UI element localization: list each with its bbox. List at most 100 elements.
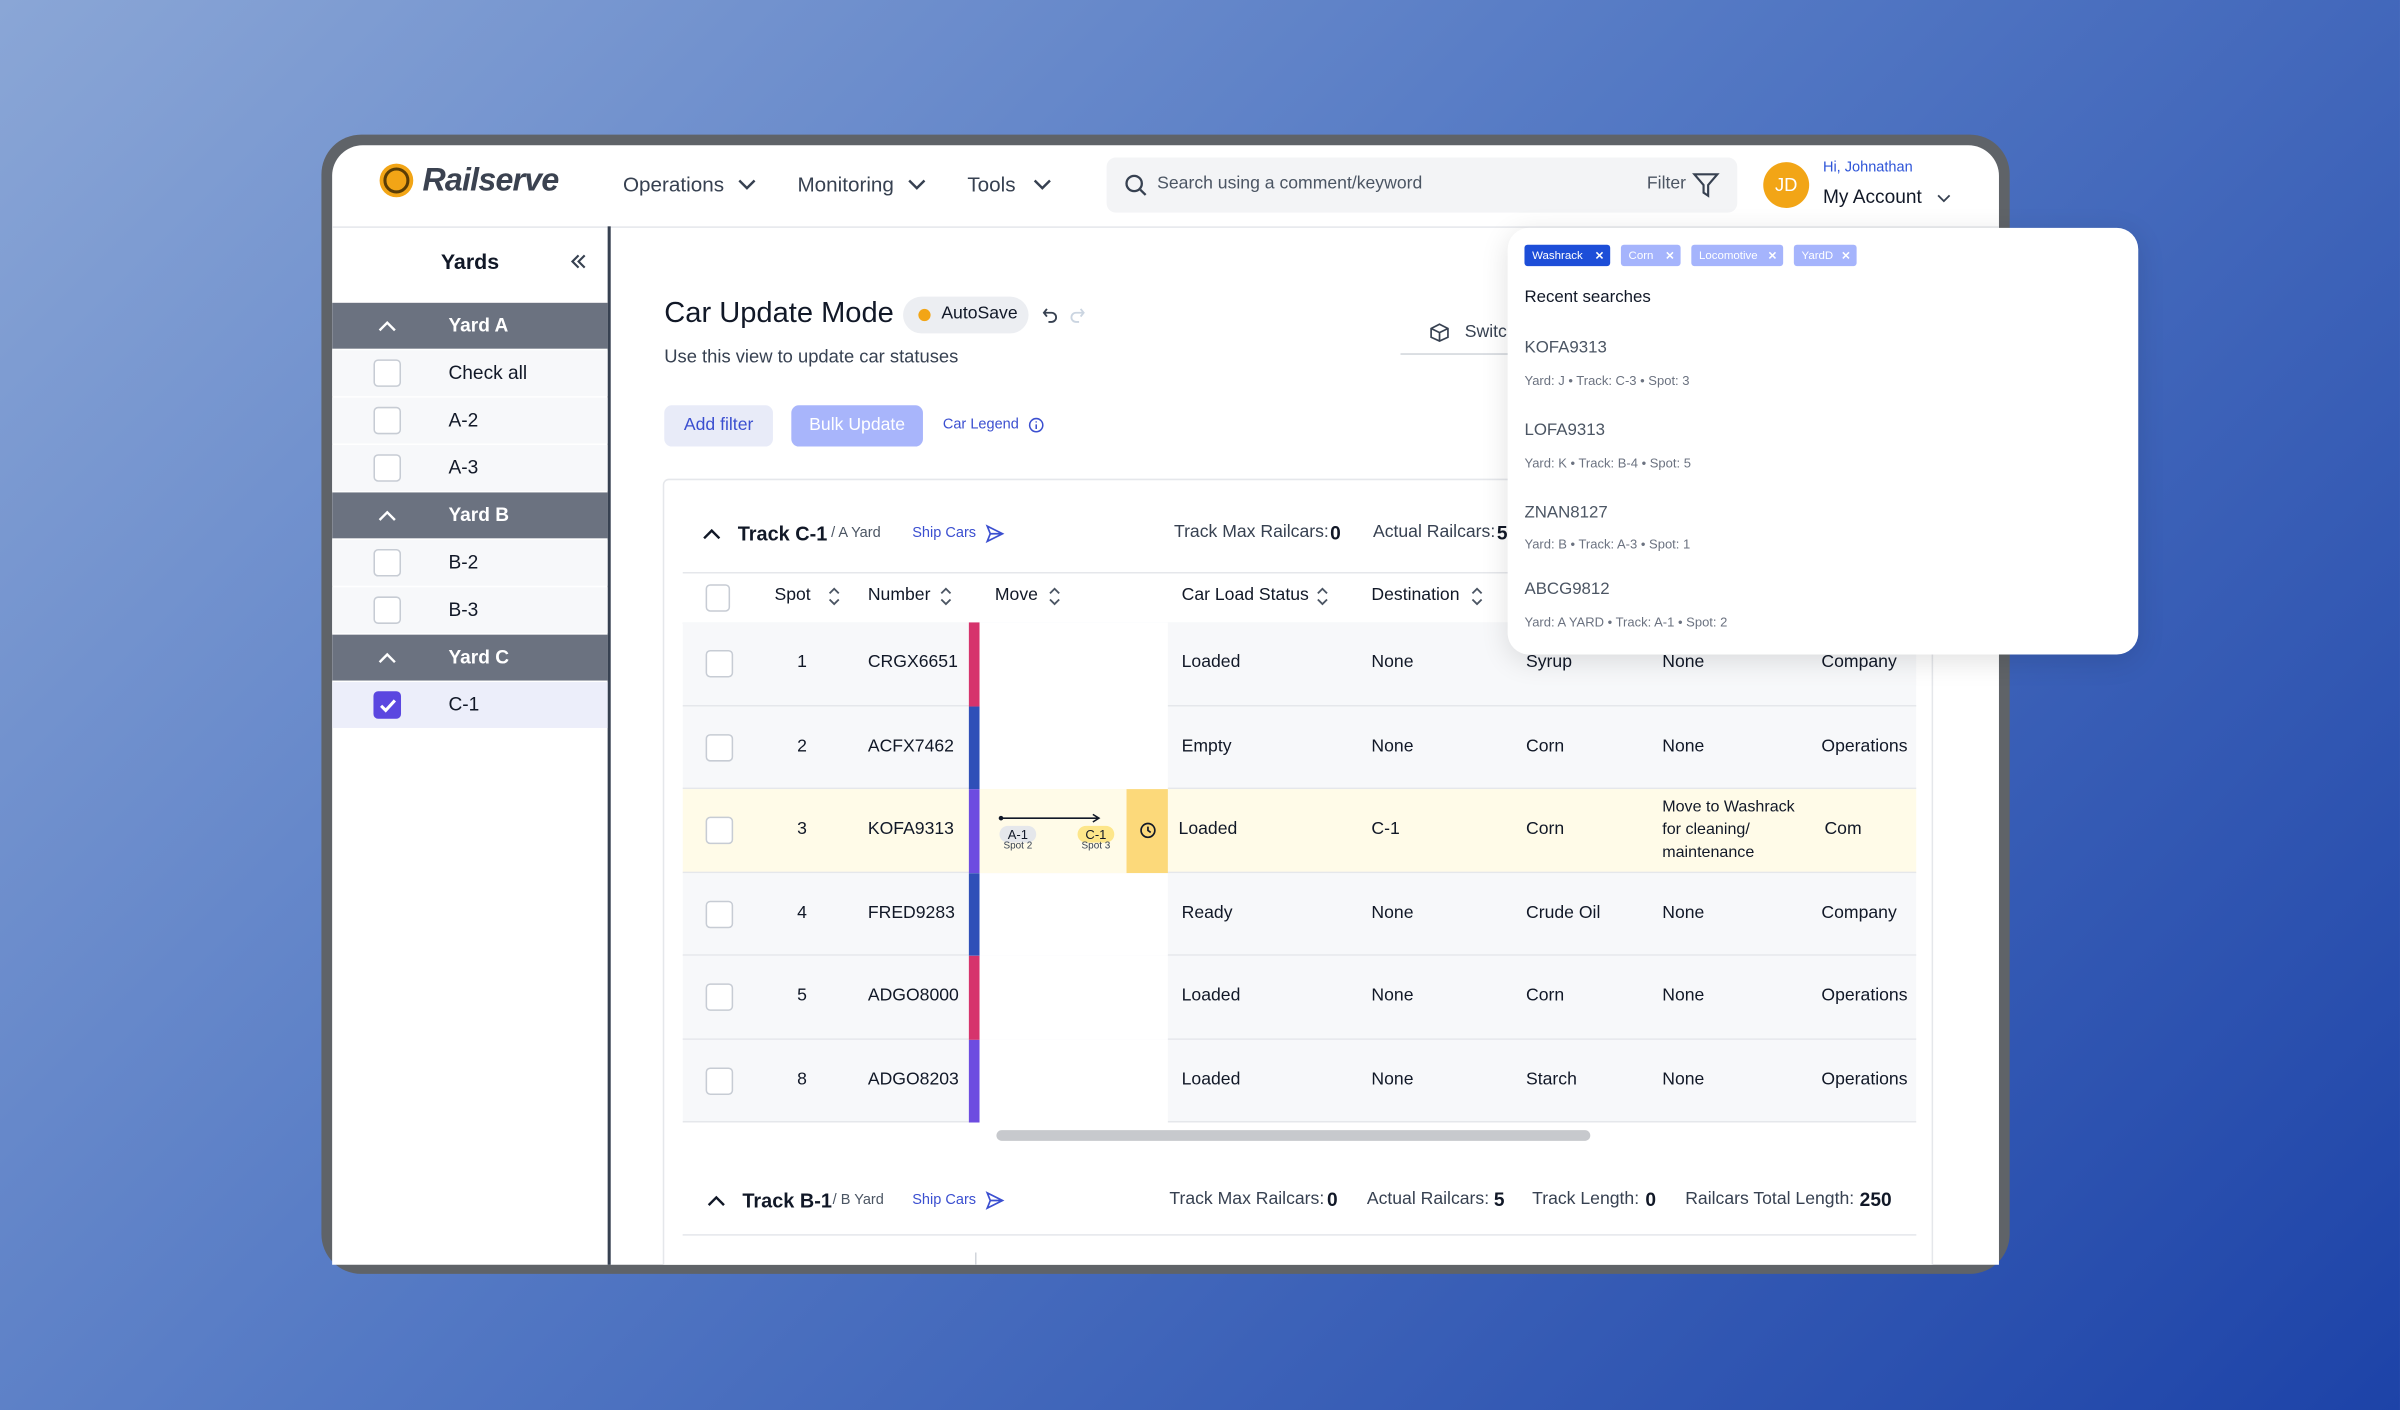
yard-item[interactable]: C-1	[332, 682, 608, 728]
nav-item[interactable]: Operations	[622, 173, 725, 197]
filter-label[interactable]: Filter	[1646, 174, 1687, 194]
sort-icon[interactable]	[828, 587, 840, 606]
cell-note: None	[1662, 653, 1705, 673]
checkbox[interactable]	[373, 359, 402, 387]
sort-icon[interactable]	[1316, 587, 1328, 606]
tag-remove[interactable]	[1768, 251, 1777, 260]
recent-search-item[interactable]: ZNAN8127 Yard: B • Track: A-3 • Spot: 1	[1508, 492, 2139, 562]
switch-tab[interactable]: Switc	[1464, 323, 1507, 342]
collapse-icon[interactable]	[378, 320, 396, 332]
dropdown-chevron[interactable]	[738, 179, 756, 191]
account-menu[interactable]: My Account	[1822, 186, 1922, 208]
send-icon[interactable]	[985, 524, 1005, 544]
track-name: Track C-1	[737, 522, 828, 546]
cell-destination: C-1	[1371, 820, 1400, 839]
move-from-pill: A-1	[999, 825, 1037, 843]
search-placeholder: Search using a comment/keyword	[1157, 174, 1423, 194]
checkbox[interactable]	[705, 650, 734, 678]
sort-icon[interactable]	[940, 587, 952, 606]
cell-commodity: Corn	[1526, 987, 1565, 1006]
switch-icon[interactable]	[1430, 323, 1450, 343]
redo-icon[interactable]	[1070, 307, 1085, 323]
checkbox[interactable]	[705, 900, 734, 928]
table-row[interactable]: 2 ACFX7462 Empty None Corn None Operations	[682, 705, 1917, 790]
sort-icon[interactable]	[1471, 587, 1483, 606]
collapse-icon[interactable]	[703, 528, 721, 540]
yard-group-name: Yard C	[448, 646, 510, 668]
search-icon	[1125, 174, 1147, 196]
filter-tag[interactable]: Locomotive	[1691, 244, 1784, 267]
filter-tag[interactable]: Corn	[1620, 244, 1681, 267]
filter-tag[interactable]: YardD	[1793, 244, 1857, 267]
recent-search-item[interactable]: ABCG9812 Yard: A YARD • Track: A-1 • Spot…	[1508, 569, 2139, 641]
car-color-stripe	[968, 789, 980, 873]
sidebar-collapse[interactable]	[570, 254, 586, 269]
recent-detail: Yard: B • Track: A-3 • Spot: 1	[1524, 536, 1691, 552]
table-row[interactable]: 3 KOFA9313 A-1 Spot 2 C-1 Spot 3 Loaded C-1 Corn…	[682, 789, 1917, 873]
cell-status: Loaded	[1181, 653, 1241, 673]
tag-remove[interactable]	[1665, 251, 1674, 260]
recent-search-item[interactable]: KOFA9313 Yard: J • Track: C-3 • Spot: 3	[1508, 327, 2139, 399]
move-cell	[979, 622, 1168, 706]
yard-group-header[interactable]: Yard A	[332, 302, 608, 349]
checkbox[interactable]	[373, 406, 402, 435]
yard-item[interactable]: A-2	[332, 397, 608, 444]
search-box[interactable]: Search using a comment/keyword Filter	[1106, 157, 1738, 213]
yard-item[interactable]: Check all	[332, 350, 608, 397]
tag-remove[interactable]	[1595, 251, 1604, 260]
stat-value: 0	[1645, 1189, 1657, 1211]
checkbox[interactable]	[705, 733, 734, 762]
add-filter-button[interactable]: Add filter	[664, 405, 773, 447]
send-icon[interactable]	[985, 1191, 1005, 1210]
cell-spot: 5	[797, 987, 807, 1006]
nav-item[interactable]: Monitoring	[797, 173, 894, 197]
checkbox[interactable]	[373, 454, 402, 482]
table-row[interactable]: 4 FRED9283 Ready None Crude Oil None Company	[682, 872, 1917, 956]
nav-item[interactable]: Tools	[967, 173, 1016, 197]
recent-code: ABCG9812	[1524, 580, 1610, 599]
checkbox[interactable]	[373, 596, 402, 624]
yard-group-header[interactable]: Yard B	[332, 492, 608, 539]
table-row[interactable]: 8 ADGO8203 Loaded None Starch None Operations	[682, 1039, 1917, 1123]
collapse-icon[interactable]	[707, 1194, 725, 1206]
tag-remove[interactable]	[1841, 251, 1850, 260]
recent-code: LOFA9313	[1524, 421, 1605, 440]
checkbox[interactable]	[705, 584, 731, 612]
pending-move-cell[interactable]	[1126, 789, 1168, 873]
recent-search-item[interactable]: LOFA9313 Yard: K • Track: B-4 • Spot: 5	[1508, 410, 2139, 482]
checkbox[interactable]	[705, 1067, 734, 1095]
dropdown-chevron[interactable]	[1033, 179, 1051, 191]
checkbox[interactable]	[705, 983, 734, 1012]
ship-cars-link[interactable]: Ship Cars	[912, 524, 977, 542]
bulk-update-button[interactable]: Bulk Update	[791, 405, 923, 447]
filter-icon[interactable]	[1692, 173, 1720, 198]
checkbox[interactable]	[373, 691, 402, 719]
dropdown-chevron[interactable]	[1937, 194, 1951, 203]
recent-code: KOFA9313	[1524, 338, 1607, 358]
collapse-icon[interactable]	[378, 651, 396, 664]
dropdown-chevron[interactable]	[908, 179, 926, 191]
collapse-icon[interactable]	[378, 509, 396, 521]
checkbox[interactable]	[705, 817, 734, 845]
bulk-update-label: Bulk Update	[809, 415, 906, 434]
ship-cars-link[interactable]: Ship Cars	[912, 1191, 977, 1209]
cell-commodity: Starch	[1526, 1070, 1577, 1089]
filter-tag[interactable]: Washrack	[1524, 244, 1611, 267]
tab-underline	[1400, 353, 1523, 355]
checkbox[interactable]	[373, 549, 402, 577]
undo-icon[interactable]	[1042, 307, 1057, 323]
yard-item[interactable]: B-3	[332, 587, 608, 634]
horizontal-scrollbar[interactable]	[996, 1130, 1591, 1141]
logo-icon	[379, 163, 414, 198]
cell-owner: Operations	[1821, 987, 1908, 1006]
yard-group-header[interactable]: Yard C	[332, 634, 608, 681]
sort-icon[interactable]	[1048, 587, 1060, 606]
car-legend-link[interactable]: Car Legend	[942, 416, 1019, 434]
autosave-pill[interactable]: AutoSave	[903, 296, 1029, 334]
yard-item[interactable]: A-3	[332, 445, 608, 491]
cell-number: ADGO8000	[867, 987, 959, 1006]
logo: Railserve	[422, 162, 559, 199]
yard-item[interactable]: B-2	[332, 539, 608, 586]
history-icon	[1140, 823, 1156, 839]
table-row[interactable]: 5 ADGO8000 Loaded None Corn None Operations	[682, 955, 1917, 1040]
